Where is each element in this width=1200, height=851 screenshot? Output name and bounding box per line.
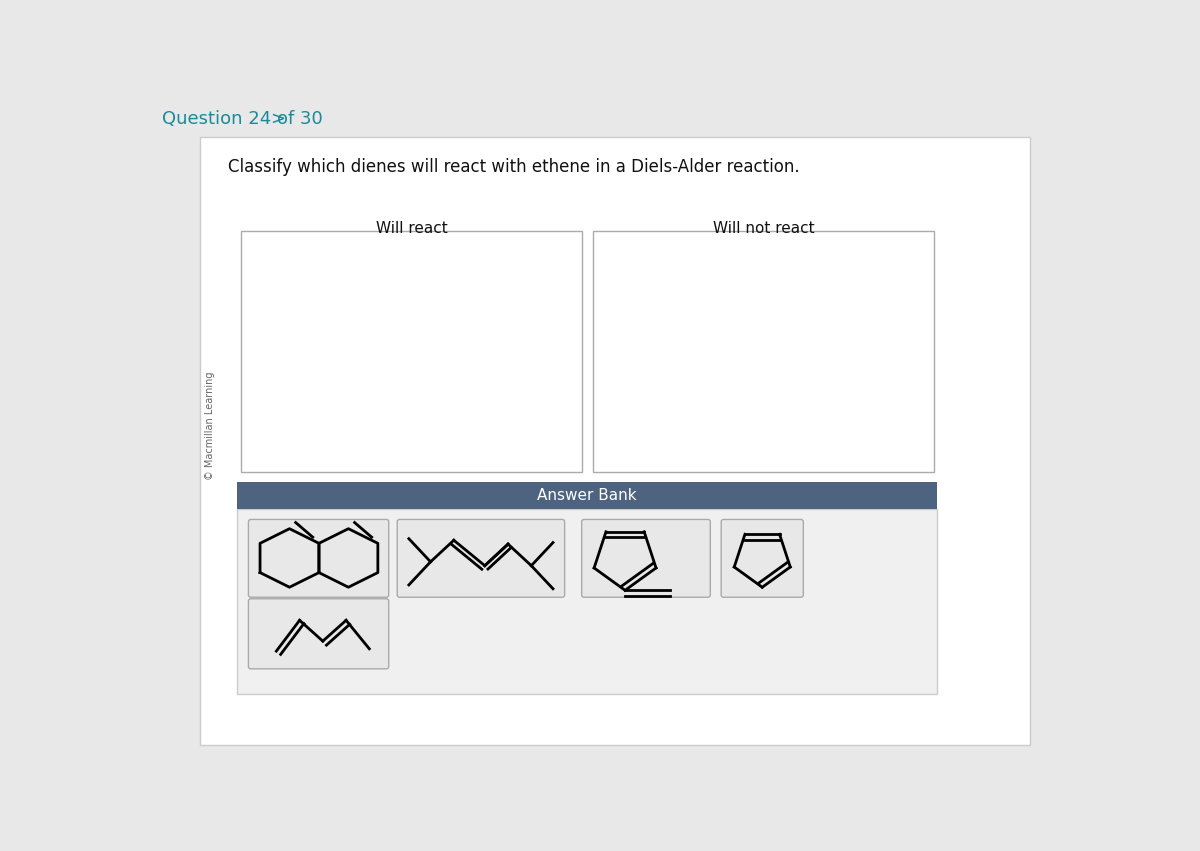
FancyBboxPatch shape — [397, 519, 565, 597]
Text: Classify which dienes will react with ethene in a Diels-Alder reaction.: Classify which dienes will react with et… — [228, 157, 799, 175]
FancyBboxPatch shape — [582, 519, 710, 597]
FancyBboxPatch shape — [248, 519, 389, 597]
FancyBboxPatch shape — [721, 519, 803, 597]
Text: © Macmillan Learning: © Macmillan Learning — [205, 371, 216, 480]
FancyBboxPatch shape — [248, 599, 389, 669]
Bar — [236, 510, 937, 694]
Bar — [241, 231, 582, 471]
Bar — [593, 231, 935, 471]
Text: Question 24 of 30: Question 24 of 30 — [162, 110, 323, 128]
Text: Will react: Will react — [376, 221, 448, 237]
Text: Answer Bank: Answer Bank — [536, 488, 636, 504]
Text: >: > — [270, 110, 286, 128]
Text: Will not react: Will not react — [713, 221, 815, 237]
Bar — [236, 483, 937, 510]
Bar — [200, 137, 1030, 745]
